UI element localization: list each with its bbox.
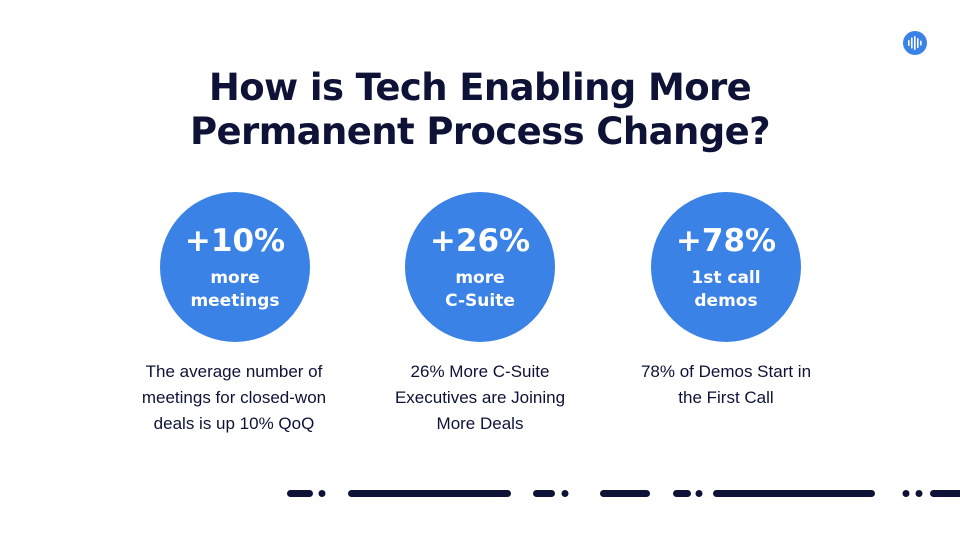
title-line-1: How is Tech Enabling More bbox=[208, 66, 752, 109]
stat-label-line-1: more bbox=[455, 268, 505, 288]
description-line: meetings for closed-won bbox=[141, 388, 327, 407]
decorative-dash-pattern bbox=[287, 490, 960, 497]
description-line: More Deals bbox=[436, 414, 524, 433]
stat-description-demos: 78% of Demos Start in the First Call bbox=[606, 359, 846, 411]
stat-description-meetings: The average number of meetings for close… bbox=[114, 359, 354, 437]
stat-label-line-2: meetings bbox=[190, 291, 280, 311]
stat-circle-meetings: +10% more meetings bbox=[160, 192, 310, 342]
stat-label-line-2: demos bbox=[694, 291, 758, 311]
stat-label-line-1: more bbox=[210, 268, 260, 288]
brand-logo-icon bbox=[903, 31, 927, 55]
stat-circle-demos: +78% 1st call demos bbox=[651, 192, 801, 342]
description-line: deals is up 10% QoQ bbox=[153, 414, 315, 433]
stat-value: +26% bbox=[429, 223, 531, 259]
stat-value: +78% bbox=[675, 223, 777, 259]
description-line: 78% of Demos Start in bbox=[640, 362, 812, 381]
description-line: Executives are Joining bbox=[394, 388, 566, 407]
page-title: How is Tech Enabling More Permanent Proc… bbox=[0, 66, 960, 154]
description-line: the First Call bbox=[678, 388, 774, 407]
stat-label-line-2: C-Suite bbox=[445, 291, 515, 311]
stat-value: +10% bbox=[184, 223, 286, 259]
title-line-2: Permanent Process Change? bbox=[190, 110, 771, 153]
stat-label-line-1: 1st call bbox=[691, 268, 761, 288]
stat-description-csuite: 26% More C-Suite Executives are Joining … bbox=[360, 359, 600, 437]
description-line: 26% More C-Suite bbox=[410, 362, 550, 381]
stat-circle-csuite: +26% more C-Suite bbox=[405, 192, 555, 342]
description-line: The average number of bbox=[145, 362, 323, 381]
